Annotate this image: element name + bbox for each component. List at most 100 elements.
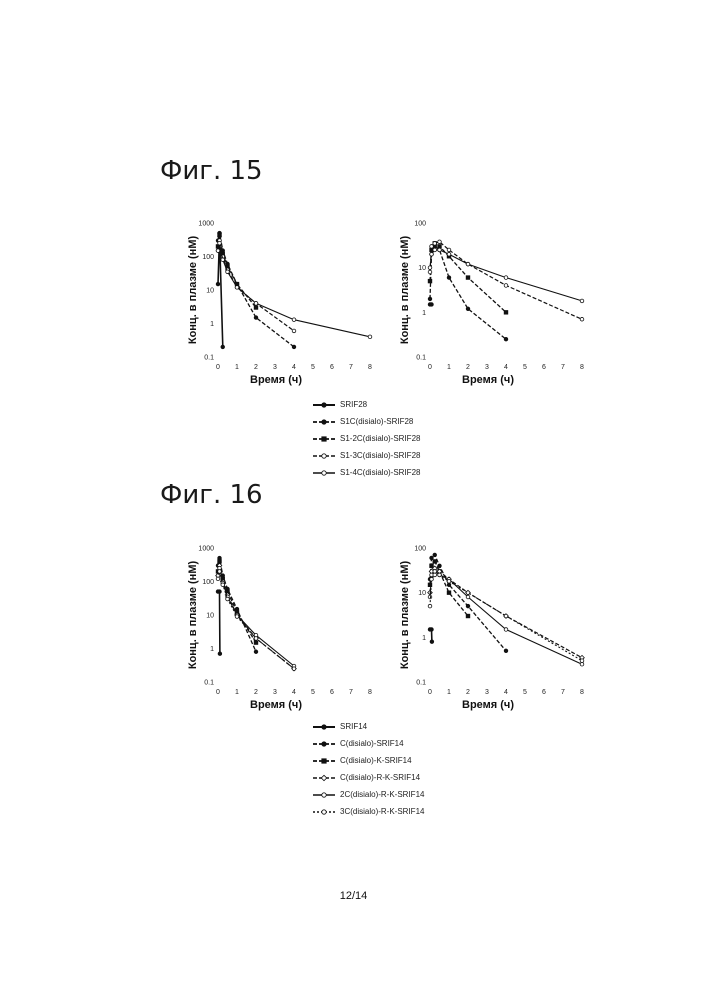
y-tick-label: 0.1 — [416, 355, 426, 362]
x-axis-label: Время (ч) — [250, 699, 302, 711]
x-tick-label: 0 — [428, 689, 432, 696]
data-point — [254, 637, 258, 641]
data-point — [322, 419, 326, 423]
legend-entry: 2C(disialo)-R-K-SRIF14 — [312, 786, 424, 803]
y-tick-label: 1 — [422, 310, 426, 317]
data-point — [428, 279, 432, 283]
data-point — [216, 577, 220, 581]
legend-swatch — [312, 400, 336, 410]
data-point — [504, 614, 508, 618]
data-point — [428, 297, 432, 301]
data-point — [433, 560, 437, 564]
y-tick-label: 100 — [414, 546, 426, 553]
data-point — [218, 560, 222, 564]
legend-swatch — [312, 722, 336, 732]
x-tick-label: 7 — [561, 689, 565, 696]
legend-swatch — [312, 451, 336, 461]
data-point — [218, 590, 222, 594]
data-point — [447, 591, 451, 595]
legend-label: C(disialo)-K-SRIF14 — [340, 756, 412, 765]
legend-entry: S1-2C(disialo)-SRIF28 — [312, 430, 420, 447]
data-point — [504, 276, 508, 280]
data-point — [322, 724, 326, 728]
fig15-right-chart: 0.1110100012345678Время (ч)Конц. в плазм… — [392, 215, 592, 395]
data-point — [433, 570, 437, 574]
x-tick-label: 0 — [216, 364, 220, 371]
x-tick-label: 3 — [273, 689, 277, 696]
y-tick-label: 0.1 — [204, 355, 214, 362]
fig16-legend: SRIF14 C(disialo)-SRIF14 C(disialo)-K-SR… — [312, 718, 424, 820]
legend-swatch — [312, 434, 336, 444]
legend-swatch — [312, 790, 336, 800]
data-point — [221, 258, 225, 262]
series-group — [216, 570, 296, 671]
series-group — [216, 231, 296, 348]
data-point — [438, 245, 442, 249]
legend-entry: S1-4C(disialo)-SRIF28 — [312, 464, 420, 481]
legend-entry: S1-3C(disialo)-SRIF28 — [312, 447, 420, 464]
legend-label: S1-3C(disialo)-SRIF28 — [340, 451, 420, 460]
legend-swatch — [312, 417, 336, 427]
data-point — [504, 649, 508, 653]
data-point — [466, 595, 470, 599]
series-group — [216, 560, 258, 645]
x-tick-label: 0 — [428, 364, 432, 371]
legend-swatch — [312, 468, 336, 478]
series-group — [216, 233, 258, 309]
legend-swatch — [312, 807, 336, 817]
data-point — [368, 335, 372, 339]
data-point — [466, 276, 470, 280]
x-tick-label: 3 — [485, 364, 489, 371]
series-group — [216, 556, 258, 653]
x-tick-label: 4 — [292, 689, 296, 696]
legend-entry: SRIF14 — [312, 718, 424, 735]
data-point — [504, 311, 508, 315]
data-point — [430, 564, 434, 568]
y-tick-label: 100 — [202, 579, 214, 586]
legend-entry: C(disialo)-SRIF14 — [312, 735, 424, 752]
legend-entry: SRIF28 — [312, 396, 420, 413]
x-tick-label: 0 — [216, 689, 220, 696]
data-point — [428, 270, 432, 274]
series-group — [428, 240, 584, 321]
series-line — [218, 592, 220, 654]
series-line — [218, 233, 294, 347]
x-tick-label: 7 — [561, 364, 565, 371]
series-group — [428, 566, 585, 660]
data-point — [447, 276, 451, 280]
data-point — [218, 241, 222, 245]
figure-15-title: Фиг. 15 — [160, 156, 263, 186]
x-tick-label: 3 — [485, 689, 489, 696]
data-point — [466, 591, 470, 595]
data-point — [221, 345, 225, 349]
x-tick-label: 7 — [349, 364, 353, 371]
data-point — [438, 248, 442, 252]
legend-label: 2C(disialo)-R-K-SRIF14 — [340, 790, 424, 799]
data-point — [254, 650, 258, 654]
data-point — [428, 266, 432, 270]
series-line — [218, 561, 256, 642]
data-point — [428, 604, 432, 608]
legend-label: C(disialo)-SRIF14 — [340, 739, 404, 748]
legend-swatch — [312, 773, 336, 783]
legend-swatch — [312, 739, 336, 749]
series-line — [218, 558, 256, 652]
y-tick-label: 0.1 — [204, 680, 214, 687]
x-tick-label: 8 — [580, 364, 584, 371]
data-point — [433, 242, 437, 246]
data-point — [438, 240, 442, 244]
x-axis-label: Время (ч) — [250, 374, 302, 386]
data-point — [254, 316, 258, 320]
y-tick-label: 10 — [418, 590, 426, 597]
data-point — [504, 284, 508, 288]
data-point — [292, 318, 296, 322]
series-line — [218, 235, 256, 308]
data-point — [216, 249, 220, 253]
series-group — [428, 303, 433, 307]
x-tick-label: 4 — [504, 364, 508, 371]
x-tick-label: 2 — [254, 364, 258, 371]
x-tick-label: 5 — [523, 689, 527, 696]
data-point — [322, 792, 326, 796]
x-tick-label: 5 — [523, 364, 527, 371]
x-tick-label: 4 — [292, 364, 296, 371]
